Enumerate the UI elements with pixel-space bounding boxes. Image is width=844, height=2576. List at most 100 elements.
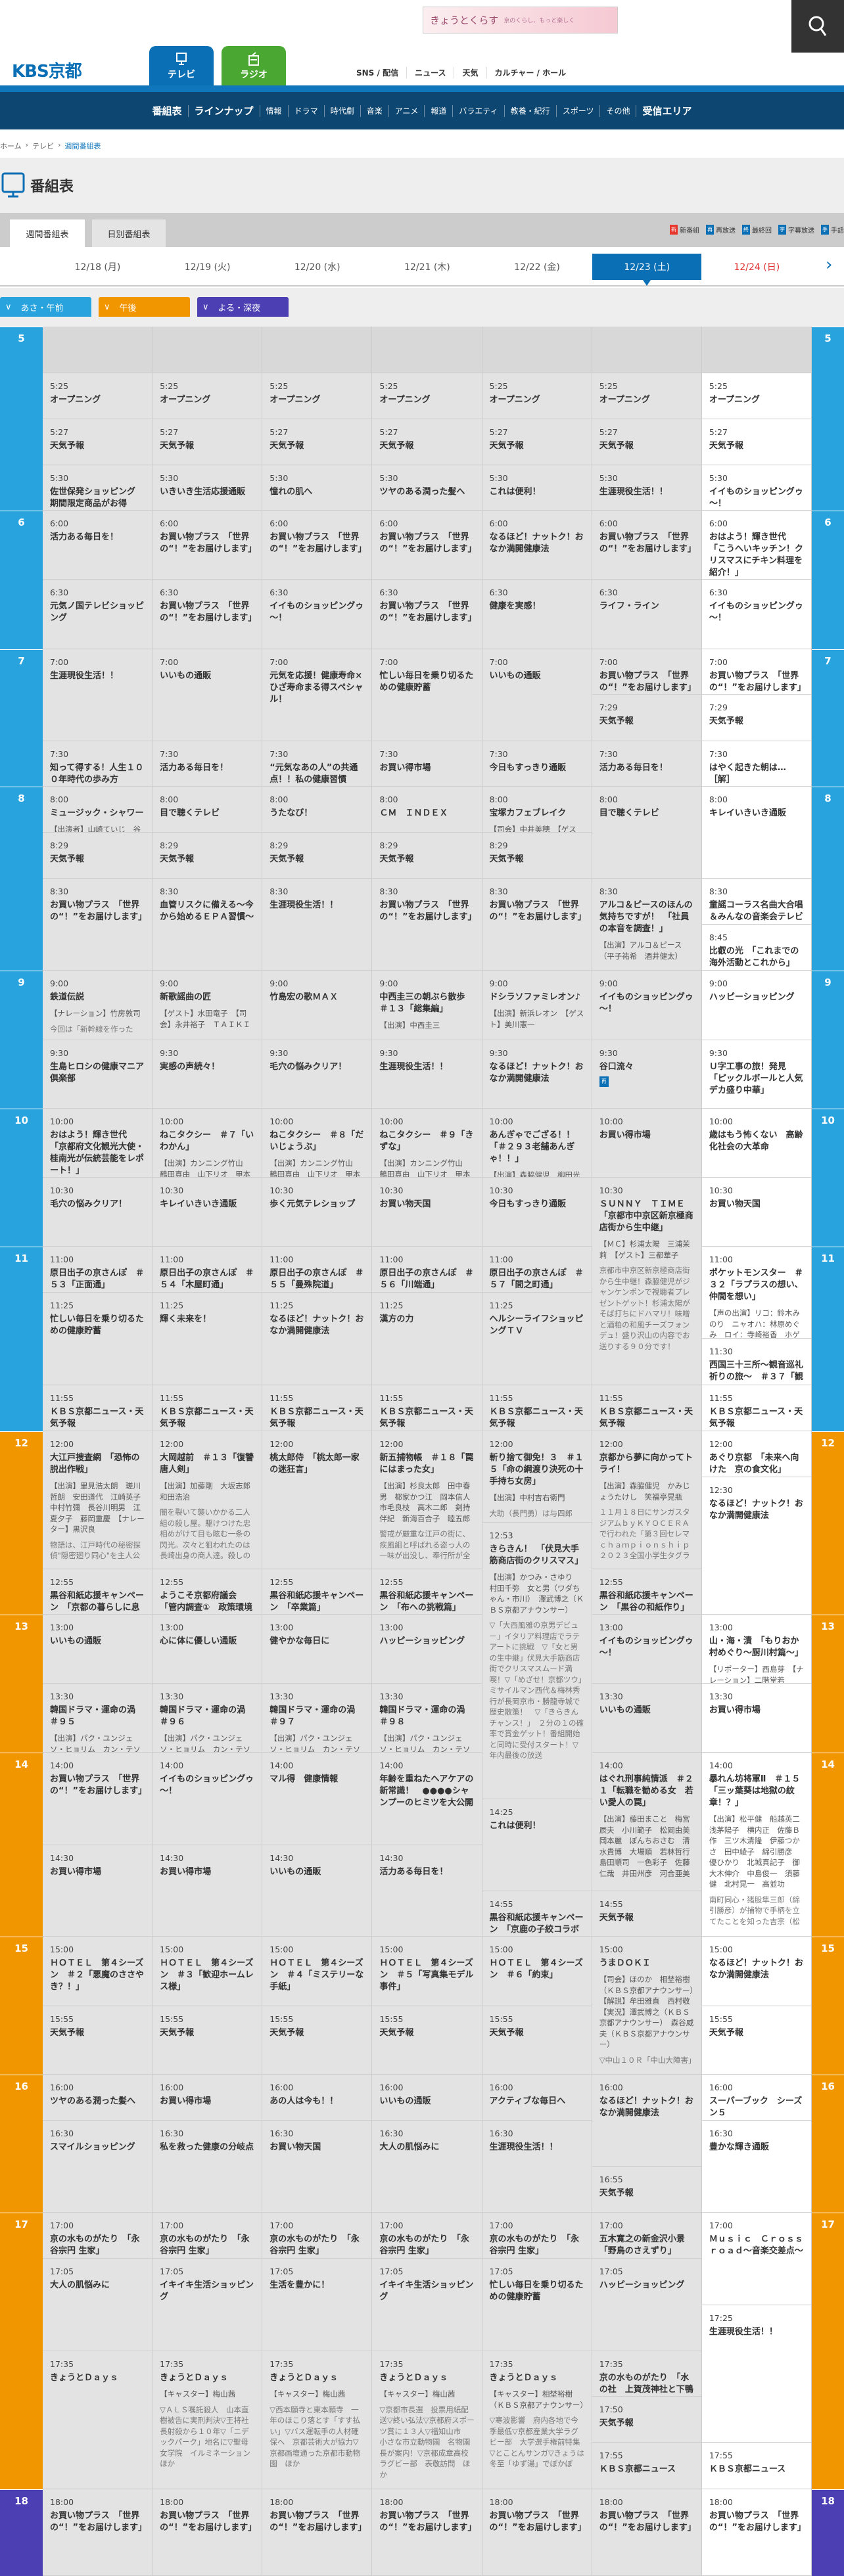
period-afternoon-button[interactable]: ∨ 午後 [99,297,190,317]
program-cell[interactable]: 8:30 お買い物プラス 「世界の“！”をお届けします」 [482,879,592,971]
program-cell[interactable]: 7:00 お買い物プラス 「世界の“！”をお届けします」 [592,649,702,695]
program-cell[interactable]: 15:00 ＨＯＴＥＬ 第４シーズン ＃２「悪魔のささやき？！」 [43,1937,153,2006]
program-cell[interactable]: 5:25 オープニング [43,373,153,419]
program-cell[interactable]: 11:55 ＫＢＳ京都ニュース・天気予報 [262,1385,373,1431]
program-cell[interactable]: 11:55 ＫＢＳ京都ニュース・天気予報 [152,1385,263,1431]
program-cell[interactable]: 12:00 大江戸捜査網 「恐怖の脱出作戦」 【出演】里見浩太朗 瑳川哲朗 安田道代… [43,1431,153,1569]
program-cell[interactable]: 13:00 いいもの通販 [43,1615,153,1684]
program-cell[interactable]: 7:00 いいもの通販 [482,649,592,741]
program-cell[interactable]: 17:00 Ｍｕｓｉｃ Ｃｒｏｓｓｒｏａｄ～音楽交差点～ [701,2213,812,2305]
program-cell[interactable]: 17:00 五木寛之の新金沢小景 「野鳥のさえずり」 [592,2213,702,2259]
nav-item[interactable]: 番組表 [152,104,182,117]
program-cell[interactable]: 11:55 ＫＢＳ京都ニュース・天気予報 [701,1385,812,1431]
program-cell[interactable]: 11:55 ＫＢＳ京都ニュース・天気予報 [482,1385,592,1431]
program-cell[interactable]: 15:00 ＨＯＴＥＬ 第４シーズン ＃６「約束」 [482,1937,592,2006]
program-cell[interactable]: 11:00 原日出子の京さんぽ ＃５５「曼殊院道」 [262,1247,373,1293]
program-cell[interactable]: 16:30 豊かな輝き通販 [701,2121,812,2213]
program-cell[interactable]: 7:30 お買い得市場 [372,741,482,787]
program-cell[interactable]: 7:30 “元気なあの人”の共通点！！私の健康習慣 [262,741,373,787]
program-cell[interactable]: 7:29 天気予報 [701,695,812,741]
program-cell[interactable]: 15:00 ＨＯＴＥＬ 第４シーズン ＃４「ミステリーな手紙」 [262,1937,373,2006]
program-cell[interactable]: 13:00 心に体に優しい通販 [152,1615,263,1684]
program-cell[interactable]: 11:00 原日出子の京さんぽ ＃５７「間之町通」 [482,1247,592,1293]
program-cell[interactable]: 6:30 お買い物プラス 「世界の“！”をお届けします」 [152,580,263,649]
program-cell[interactable]: 12:53 きらきん！ 「伏見大手筋商店街のクリスマス」 【出演】かつみ・さゆり 村… [482,1523,592,1799]
program-cell[interactable]: 15:55 天気予報 [43,2006,153,2075]
program-cell[interactable]: 5:27 天気予報 [592,419,702,465]
program-cell[interactable]: 17:55 ＫＢＳ京都ニュース [701,2443,812,2489]
program-cell[interactable]: 16:00 お買い得市場 [152,2075,263,2121]
program-cell[interactable]: 13:30 お買い得市場 [701,1684,812,1753]
program-cell[interactable]: 10:30 毛穴の悩みクリア！ [43,1178,153,1247]
program-cell[interactable]: 17:35 きょうとＤａｙｓ [43,2351,153,2489]
program-cell[interactable]: 6:00 活力ある毎日を！ [43,511,153,580]
program-cell[interactable]: 14:55 天気予報 [592,1891,702,1937]
program-cell[interactable]: 10:00 お買い得市場 [592,1109,702,1178]
program-cell[interactable]: 13:00 ハッピーショッピング [372,1615,482,1684]
program-cell[interactable]: 10:00 ねこタクシー ＃９「きずな」 【出演】カンニング竹山 鶴田真由 山下リオ… [372,1109,482,1178]
program-cell[interactable]: 12:00 京都から夢に向かってトライ！ 【出演】森脇健児 かみじょうたけし 笑福亭… [592,1431,702,1569]
program-cell[interactable]: 7:30 活力ある毎日を！ [152,741,263,787]
program-cell[interactable]: 13:00 イイものショッピングゥ～！ [592,1615,702,1684]
program-cell[interactable]: 12:55 黒谷和紙応援キャンペーン 「卒業篇」 [262,1569,373,1615]
program-cell[interactable]: 11:25 なるほど！ナットク！おなか満開健康法 [262,1293,373,1385]
program-cell[interactable]: 17:35 京の水ものがたり 「水の社 上賀茂神社と下鴨 [592,2351,702,2397]
program-cell[interactable]: 12:55 黒谷和紙応援キャンペーン 「布への挑戦篇」 [372,1569,482,1615]
program-cell[interactable]: 12:00 あぐり京都 「未来へ向けた 京の食文化」 [701,1431,812,1477]
program-cell[interactable]: 12:00 斬り捨て御免！３ ＃１５「命の綱渡り決死の十手持ち女房」 【出演】中村吉… [482,1431,592,1523]
program-cell[interactable]: 14:00 暴れん坊将軍Ⅱ ＃１５「三ッ葉葵は地獄の紋章！？」 【出演】松平健 船越… [701,1753,812,1937]
program-cell[interactable]: 10:30 お買い物天国 [701,1178,812,1247]
program-cell[interactable]: 10:30 ＳＵＮＮＹ ＴＩＭＥ 「京都市中京区新京極商店街から生中継」 【ＭＣ】杉… [592,1178,702,1385]
program-cell[interactable]: 15:55 天気予報 [701,2006,812,2075]
date-tab[interactable]: 12/20 (水) [262,247,372,287]
search-button[interactable] [791,0,844,53]
program-cell[interactable]: 7:00 生涯現役生活！！ [43,649,153,741]
program-cell[interactable]: 15:55 天気予報 [482,2006,592,2075]
program-cell[interactable]: 9:30 Ｕ字工事の旅！発見 「ピックルボールと人気デカ盛り中華」 [701,1040,812,1109]
nav-item[interactable]: ラインナップ [187,104,260,117]
program-cell[interactable]: 12:00 大岡越前 ＃１３「復讐唐人剣」 【出演】加藤剛 大坂志郎 和田浩治 闇を裂… [152,1431,263,1569]
date-tab[interactable]: 12/19 (火) [152,247,262,287]
program-cell[interactable]: 12:55 黒谷和紙応援キャンペーン 「黒谷の和紙作り」 [592,1569,702,1615]
program-cell[interactable]: 5:25 オープニング [372,373,482,419]
program-cell[interactable]: 11:25 忙しい毎日を乗り切るための健康貯蓄 [43,1293,153,1385]
program-cell[interactable]: 10:00 ねこタクシー ＃７「いわかん」 【出演】カンニング竹山 鶴田真由 山下リ… [152,1109,263,1178]
program-cell[interactable]: 11:30 西国三十三所～観音巡礼 祈りの旅～ ＃３７「観 [701,1339,812,1385]
program-cell[interactable]: 11:55 ＫＢＳ京都ニュース・天気予報 [43,1385,153,1431]
date-tab[interactable]: 12/24 (日) [702,247,812,287]
program-cell[interactable]: 17:05 イキイキ生活ショッピング [152,2259,263,2351]
program-cell[interactable]: 9:30 実感の声続々！ [152,1040,263,1109]
program-cell[interactable]: 14:55 黒谷和紙応援キャンペーン 「京鹿の子絞コラボ [482,1891,592,1937]
nav-item[interactable]: 報道 [424,104,452,117]
program-cell[interactable]: 7:30 知って得する！人生１００年時代の歩み方 [43,741,153,787]
program-cell[interactable]: 17:50 天気予報 [592,2397,702,2443]
program-cell[interactable]: 8:29 天気予報 [262,833,373,879]
program-cell[interactable]: 18:00 お買い物プラス 「世界の“！”をお届けします」 [701,2489,812,2576]
program-cell[interactable]: 10:00 ねこタクシー ＃８「だいじょうぶ」 【出演】カンニング竹山 鶴田真由 山… [262,1109,373,1178]
program-cell[interactable]: 6:30 ライフ・ライン [592,580,702,649]
program-cell[interactable]: 7:00 お買い物プラス 「世界の“！”をお届けします」 [701,649,812,695]
tab-tv[interactable]: テレビ [149,46,214,87]
program-cell[interactable]: 10:00 あんぎゃでござる！！ 「＃２９３老舗あんぎゃ！！」 【出演】森脇健児 柳… [482,1109,592,1178]
program-cell[interactable]: 9:00 竹島宏の歌ＭＡＸ [262,971,373,1040]
program-cell[interactable]: 16:30 スマイルショッピング [43,2121,153,2213]
nav-item[interactable]: 教養・紀行 [504,104,556,117]
nav-item[interactable]: 音楽 [360,104,388,117]
program-cell[interactable]: 9:00 ハッピーショッピング [701,971,812,1040]
program-cell[interactable]: 17:00 京の水ものがたり 「永谷宗円 生家」 [152,2213,263,2259]
program-cell[interactable]: 6:00 お買い物プラス 「世界の“！”をお届けします」 [372,511,482,580]
program-cell[interactable]: 18:00 お買い物プラス 「世界の“！”をお届けします」 [592,2489,702,2576]
program-cell[interactable]: 8:00 宝塚カフェブレイク 【司会】中井美穂 【ゲス [482,787,592,833]
program-cell[interactable]: 11:00 原日出子の京さんぽ ＃５６「川端通」 [372,1247,482,1293]
program-cell[interactable]: 17:05 忙しい毎日を乗り切るための健康貯蓄 [482,2259,592,2351]
program-cell[interactable]: 17:05 イキイキ生活ショッピング [372,2259,482,2351]
program-cell[interactable]: 11:25 ヘルシーライフショッピングＴＶ [482,1293,592,1385]
program-cell[interactable]: 17:35 きょうとＤａｙｓ 【キャスター】相埜裕樹（ＫＢＳ京都アナウンサー） ▽寒波… [482,2351,592,2489]
program-cell[interactable]: 5:25 オープニング [701,373,812,419]
program-cell[interactable]: 8:00 目で聴くテレビ [152,787,263,833]
program-cell[interactable]: 11:55 ＫＢＳ京都ニュース・天気予報 [372,1385,482,1431]
link-culture-hall[interactable]: カルチャー / ホール [486,66,574,78]
program-cell[interactable]: 14:00 イイものショッピングゥ～！ [152,1753,263,1845]
program-cell[interactable]: 5:25 オープニング [482,373,592,419]
